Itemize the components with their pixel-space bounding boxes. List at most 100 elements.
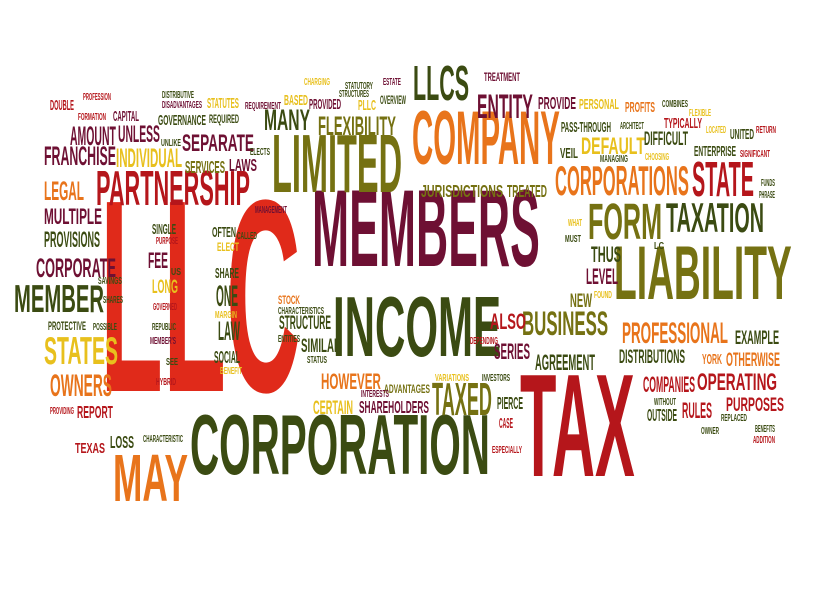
word-entities: ENTITIES: [278, 334, 300, 346]
word-fee: FEE: [148, 247, 169, 273]
word-often: OFTEN: [212, 225, 236, 242]
word-based: BASED: [284, 93, 308, 110]
word-characteristic: CHARACTERISTIC: [143, 434, 183, 446]
word-many: MANY: [264, 104, 311, 138]
word-statutes: STATUTES: [207, 96, 239, 113]
word-also: ALSO: [490, 308, 526, 334]
word-characteristics: CHARACTERISTICS: [278, 306, 324, 318]
word-states: STATES: [44, 330, 118, 374]
word-outside: OUTSIDE: [647, 405, 678, 425]
word-estate: ESTATE: [383, 77, 401, 89]
word-structure: STRUCTURE: [279, 312, 331, 335]
word-taxation: TAXATION: [666, 193, 764, 241]
word-one: ONE: [216, 280, 238, 314]
word-united: UNITED: [730, 127, 755, 144]
word-texas: TEXAS: [75, 441, 105, 458]
word-funds: FUNDS: [761, 178, 776, 190]
word-flexible: FLEXIBLE: [689, 108, 712, 120]
word-what: WHAT: [568, 218, 583, 230]
word-lc: LC: [654, 241, 665, 253]
word-provide: PROVIDE: [538, 93, 576, 113]
word-significant: SIGNIFICANT: [740, 149, 770, 161]
word-separate: SEPARATE: [182, 130, 254, 158]
word-level: LEVEL: [586, 263, 619, 289]
word-capital: CAPITAL: [113, 109, 139, 126]
word-see: SEE: [166, 357, 179, 369]
word-legal: LEGAL: [44, 175, 85, 206]
word-corporation: CORPORATION: [190, 397, 490, 493]
word-elects: ELECTS: [250, 147, 271, 159]
word-found: FOUND: [594, 290, 612, 302]
word-form: FORM: [588, 192, 663, 250]
word-law: LAW: [218, 315, 240, 346]
word-called: CALLED: [237, 231, 257, 243]
word-charging: CHARGING: [304, 77, 331, 89]
word-company: COMPANY: [412, 96, 560, 181]
word-return: RETURN: [756, 125, 776, 137]
word-limited: LIMITED: [272, 117, 403, 211]
word-tax: TAX: [520, 343, 635, 508]
word-single: SINGLE: [152, 222, 177, 239]
word-savings: SAVINGS: [98, 276, 122, 288]
word-loss: LOSS: [110, 432, 135, 452]
word-located: LOCATED: [706, 125, 727, 137]
word-default: DEFAULT: [581, 133, 645, 161]
word-state: STATE: [692, 153, 755, 208]
word-management: MANAGEMENT: [255, 205, 287, 217]
word-companies: COMPANIES: [643, 371, 696, 397]
word-choosing: CHOOSING: [645, 152, 669, 164]
word-partnership: PARTNERSHIP: [96, 162, 251, 217]
word-services: SERVICES: [185, 157, 226, 177]
word-llc: LLC: [100, 144, 301, 451]
word-income: INCOME: [333, 279, 502, 375]
word-business: BUSINESS: [522, 305, 609, 344]
word-veil: VEIL: [560, 146, 579, 163]
word-operating: OPERATING: [697, 369, 778, 397]
word-possible: POSSIBLE: [93, 322, 117, 334]
word-personal: PERSONAL: [579, 97, 619, 114]
word-combines: COMBINES: [662, 99, 688, 111]
word-purposes: PURPOSES: [726, 394, 784, 417]
word-required: REQUIRED: [209, 111, 239, 126]
word-double: DOUBLE: [50, 98, 74, 115]
word-report: REPORT: [77, 402, 113, 422]
word-laws: LAWS: [229, 155, 257, 175]
word-unless: UNLESS: [118, 121, 160, 149]
word-depending: DEPENDING: [470, 336, 498, 348]
word-certain: CERTAIN: [313, 397, 354, 420]
word-difficult: DIFFICULT: [644, 128, 689, 151]
word-flexibility: FLEXIBILITY: [318, 110, 396, 141]
word-disadvantages: DISADVANTAGES: [162, 100, 202, 112]
word-provided: PROVIDED: [309, 97, 342, 114]
word-treatment: TREATMENT: [484, 69, 521, 84]
word-owner: OWNER: [701, 426, 720, 438]
word-margin: MARGIN: [215, 310, 237, 322]
word-purpose: PURPOSE: [156, 236, 178, 248]
word-social: SOCIAL: [214, 347, 241, 367]
word-taxed: TAXED: [432, 372, 492, 425]
word-llcs: LLCS: [413, 57, 470, 112]
word-amount: AMOUNT: [70, 120, 116, 151]
word-long: LONG: [152, 276, 178, 299]
word-shareholders: SHAREHOLDERS: [359, 397, 429, 417]
word-investors: INVESTORS: [482, 373, 510, 385]
word-protective: PROTECTIVE: [48, 318, 86, 333]
word-owners: OWNERS: [50, 366, 112, 403]
word-benefit: BENEFIT: [220, 366, 242, 378]
word-corporate: CORPORATE: [36, 252, 116, 283]
word-jurisdictions: JURISDICTIONS: [421, 181, 504, 201]
word-governance: GOVERNANCE: [158, 113, 206, 130]
word-corporations: CORPORATIONS: [555, 156, 689, 204]
word-entity: ENTITY: [477, 88, 533, 127]
word-distributions: DISTRIBUTIONS: [619, 346, 686, 369]
word-franchise: FRANCHISE: [44, 140, 116, 171]
word-statutory: STATUTORY: [345, 81, 373, 93]
word-us: US: [171, 267, 181, 279]
word-members: MEMBERS: [312, 168, 540, 291]
word-agreement: AGREEMENT: [535, 349, 596, 375]
word-example: EXAMPLE: [735, 327, 780, 350]
word-enterprise: ENTERPRISE: [694, 144, 736, 161]
word-otherwise: OTHERWISE: [726, 349, 780, 372]
word-elect: ELECT: [217, 239, 239, 254]
